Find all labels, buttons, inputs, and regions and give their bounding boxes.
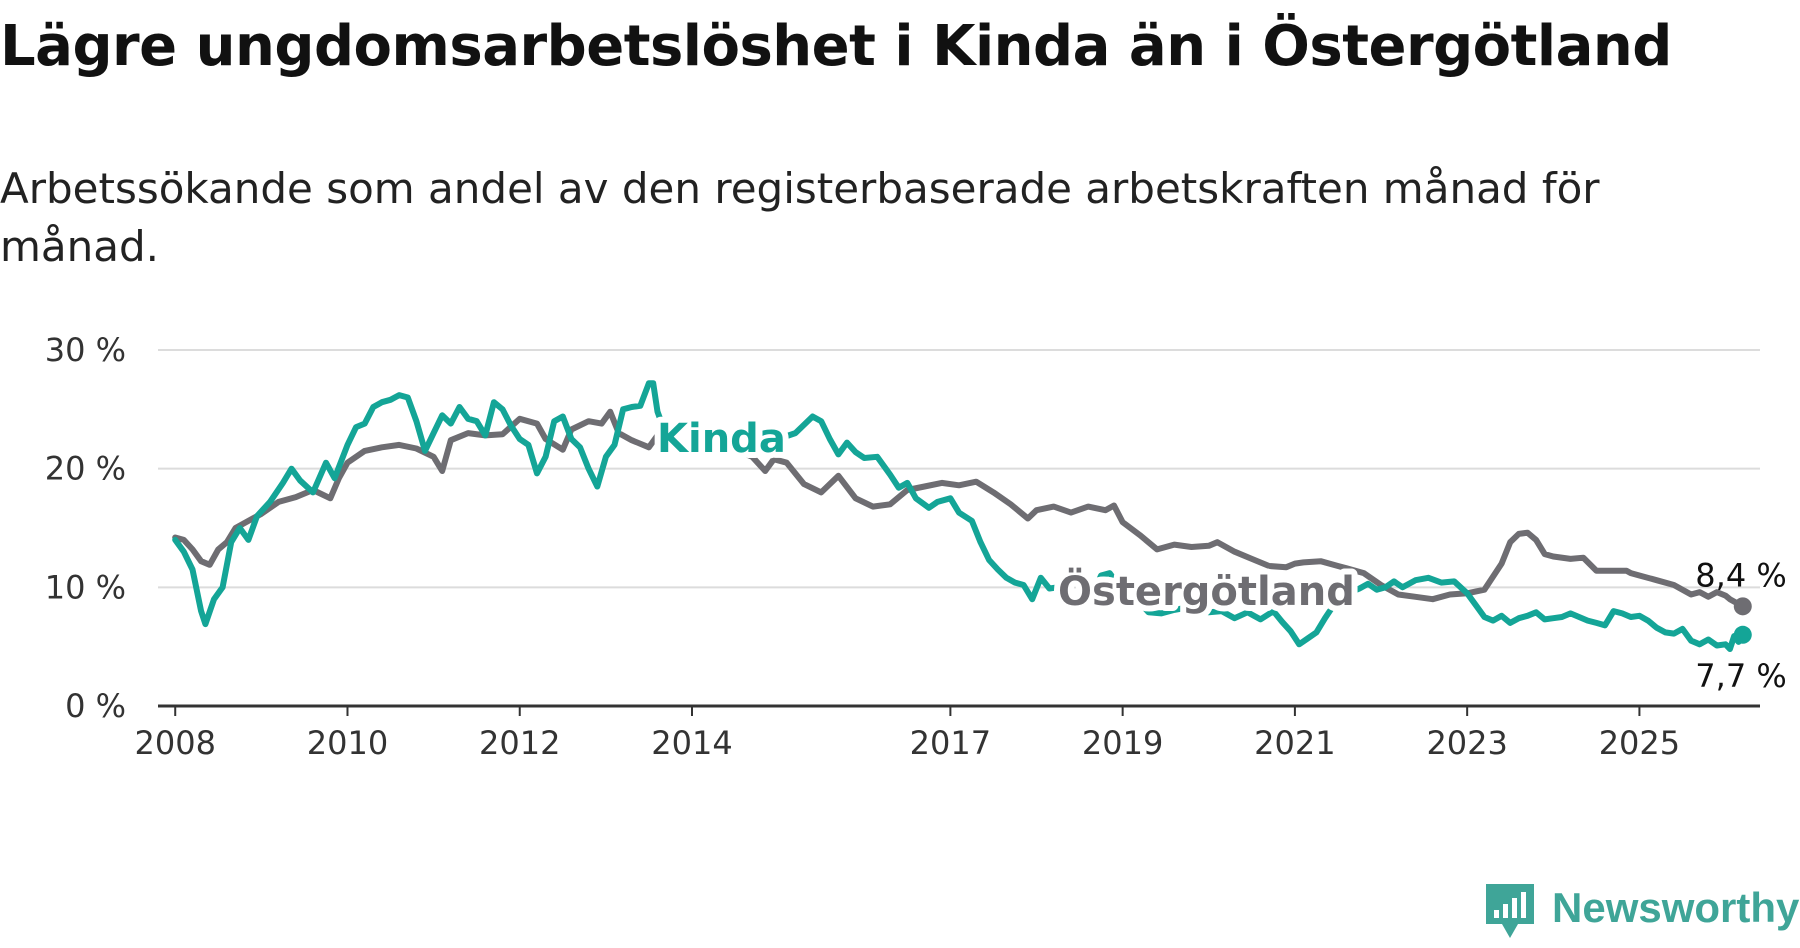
x-tick-label: 2023: [1426, 724, 1507, 762]
y-tick-label: 20 %: [45, 450, 126, 488]
end-value-ostergotland: 8,4 %: [1695, 556, 1786, 594]
series-label-kinda: Kinda: [657, 416, 786, 462]
y-tick-label: 10 %: [45, 568, 126, 606]
chart-subtitle: Arbetssökande som andel av den registerb…: [0, 164, 1600, 271]
series-line-stergtland: [172, 408, 1746, 610]
series-label-kinda-halo: Kinda: [657, 416, 786, 462]
series-label-ostergotland-halo: Östergötland: [1058, 567, 1355, 615]
chart-title: Lägre ungdomsarbetslöshet i Kinda än i Ö…: [0, 14, 1672, 79]
logo-text: Newsworthy: [1552, 884, 1800, 931]
y-tick-label: 30 %: [45, 331, 126, 369]
x-tick-label: 2025: [1599, 724, 1680, 762]
x-axis: 2008 2010 2012 2014 2017 2019 2021 2023 2025: [135, 704, 1760, 762]
series-label-ostergotland: Östergötland: [1058, 567, 1355, 615]
x-tick-label: 2019: [1082, 724, 1163, 762]
bar-chart-icon: [1486, 884, 1534, 938]
series-end-point: [1733, 597, 1752, 616]
x-tick-label: 2010: [307, 724, 388, 762]
x-tick-label: 2021: [1254, 724, 1335, 762]
x-tick-label: 2008: [135, 724, 216, 762]
newsworthy-logo: Newsworthy: [1482, 878, 1799, 948]
series-line-kinda: [172, 380, 1746, 652]
grid-lines: [158, 349, 1760, 589]
y-tick-label: 0 %: [65, 687, 126, 725]
x-tick-label: 2014: [651, 724, 732, 762]
y-axis-ticks: 0 % 10 % 20 % 30 %: [45, 331, 126, 725]
series-end-point: [1733, 625, 1752, 644]
x-tick-label: 2012: [479, 724, 560, 762]
series-lines: [172, 380, 1752, 652]
end-value-kinda: 7,7 %: [1695, 657, 1786, 695]
x-tick-label: 2017: [910, 724, 991, 762]
